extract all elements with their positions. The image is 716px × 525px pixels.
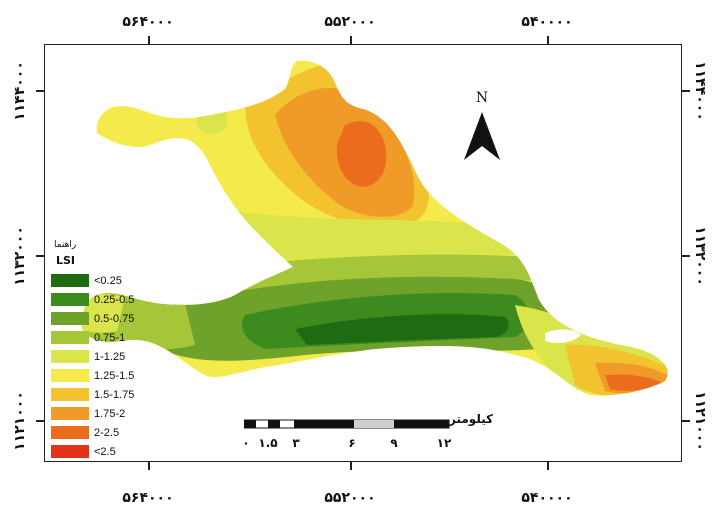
tick-right-3 [682, 420, 690, 422]
legend-swatch [51, 407, 89, 420]
north-letter: N [475, 90, 489, 106]
legend-item: 1.5-1.75 [48, 386, 198, 403]
legend-item: <0.25 [48, 272, 198, 289]
coord-top-2: ۵۵۲۰۰۰ [324, 14, 376, 30]
legend-label: 1.75-2 [94, 407, 126, 420]
north-arrow-icon [464, 112, 500, 160]
scale-label-5: ۱۲ [436, 436, 452, 450]
coord-bottom-2: ۵۵۲۰۰۰ [324, 490, 376, 506]
north-arrow: N [460, 90, 504, 164]
legend-swatch [51, 426, 89, 439]
legend-item: 1.75-2 [48, 405, 198, 422]
tick-left-2 [36, 255, 44, 257]
tick-right-1 [682, 90, 690, 92]
legend-swatch [51, 274, 89, 287]
legend-item: 0.5-0.75 [48, 310, 198, 327]
scale-bar: کیلومتر ۰ ۱.۵ ۳ ۶ ۹ ۱۲ [242, 412, 564, 458]
coord-top-1: ۵۶۴۰۰۰ [122, 14, 174, 30]
legend-label: 2-2.5 [94, 426, 120, 439]
tick-left-1 [36, 90, 44, 92]
coord-right-2: ۱۱۳۲۰۰۰ [692, 226, 708, 286]
tick-top-3 [547, 36, 549, 44]
coord-left-2: ۱۱۳۲۰۰۰ [12, 226, 28, 286]
legend-item: 0.75-1 [48, 329, 198, 346]
legend-label: 0.25-0.5 [94, 293, 135, 306]
coord-bottom-3: ۵۴۰۰۰۰ [521, 490, 573, 506]
legend-subtitle: راهنما [54, 240, 77, 250]
legend-item: <2.5 [48, 443, 198, 460]
legend-items: <0.25 0.25-0.5 0.5-0.75 0.75-1 1-1.25 1.25-1.… [48, 272, 198, 460]
coord-left-3: ۱۱۲۱۰۰۰ [12, 391, 28, 451]
legend-swatch [51, 331, 89, 344]
tick-top-2 [350, 36, 352, 44]
legend-label: 1.25-1.5 [94, 369, 135, 382]
legend-label: <0.25 [94, 274, 122, 287]
coord-right-3: ۱۱۲۱۰۰۰ [692, 391, 708, 451]
legend-swatch [51, 312, 89, 325]
legend-swatch [51, 293, 89, 306]
legend-title: LSI [56, 254, 76, 267]
legend-swatch [51, 369, 89, 382]
legend: راهنما LSI <0.25 0.25-0.5 0.5-0.75 0.75-1 1-… [48, 240, 198, 462]
legend-item: 1-1.25 [48, 348, 198, 365]
legend-swatch [51, 350, 89, 363]
legend-label: 1.5-1.75 [94, 388, 135, 401]
scale-label-0: ۰ [242, 436, 250, 450]
map-frame [44, 44, 682, 462]
legend-label: 0.5-0.75 [94, 312, 135, 325]
legend-label: 1-1.25 [94, 350, 126, 363]
tick-right-2 [682, 255, 690, 257]
scale-label-3: ۶ [348, 436, 356, 450]
coord-left-1: ۱۱۴۴۰۰۰ [12, 61, 28, 121]
coord-right-1: ۱۱۴۴۰۰۰ [692, 61, 708, 121]
legend-label: <2.5 [94, 445, 116, 458]
legend-swatch [51, 445, 89, 458]
tick-top-1 [148, 36, 150, 44]
lsi-map [81, 60, 668, 396]
tick-bottom-2 [350, 462, 352, 470]
legend-swatch [51, 388, 89, 401]
legend-label: 0.75-1 [94, 331, 126, 344]
scale-bar-graphic [244, 419, 450, 429]
coord-bottom-1: ۵۶۴۰۰۰ [122, 490, 174, 506]
scale-label-4: ۹ [390, 436, 398, 450]
scale-label-1: ۱.۵ [258, 436, 278, 450]
tick-bottom-3 [547, 462, 549, 470]
legend-item: 2-2.5 [48, 424, 198, 441]
scale-unit: کیلومتر [449, 412, 494, 426]
legend-item: 0.25-0.5 [48, 291, 198, 308]
tick-bottom-1 [148, 462, 150, 470]
tick-left-3 [36, 420, 44, 422]
coord-top-3: ۵۴۰۰۰۰ [521, 14, 573, 30]
scale-label-2: ۳ [292, 436, 300, 450]
legend-item: 1.25-1.5 [48, 367, 198, 384]
